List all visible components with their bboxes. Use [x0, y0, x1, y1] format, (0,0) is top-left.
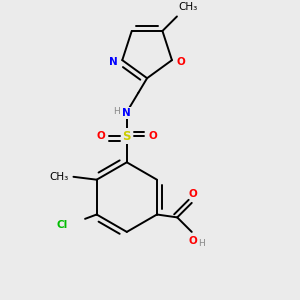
Text: O: O	[96, 131, 105, 141]
Text: O: O	[188, 236, 197, 246]
Text: N: N	[109, 57, 118, 67]
Text: O: O	[148, 131, 157, 141]
Text: CH₃: CH₃	[50, 172, 69, 182]
Text: S: S	[122, 130, 131, 143]
Text: O: O	[189, 188, 198, 199]
Text: CH₃: CH₃	[178, 2, 198, 12]
Text: H: H	[199, 239, 205, 248]
Text: Cl: Cl	[56, 220, 68, 230]
Text: N: N	[122, 108, 131, 118]
Text: H: H	[113, 107, 119, 116]
Text: O: O	[176, 57, 185, 67]
